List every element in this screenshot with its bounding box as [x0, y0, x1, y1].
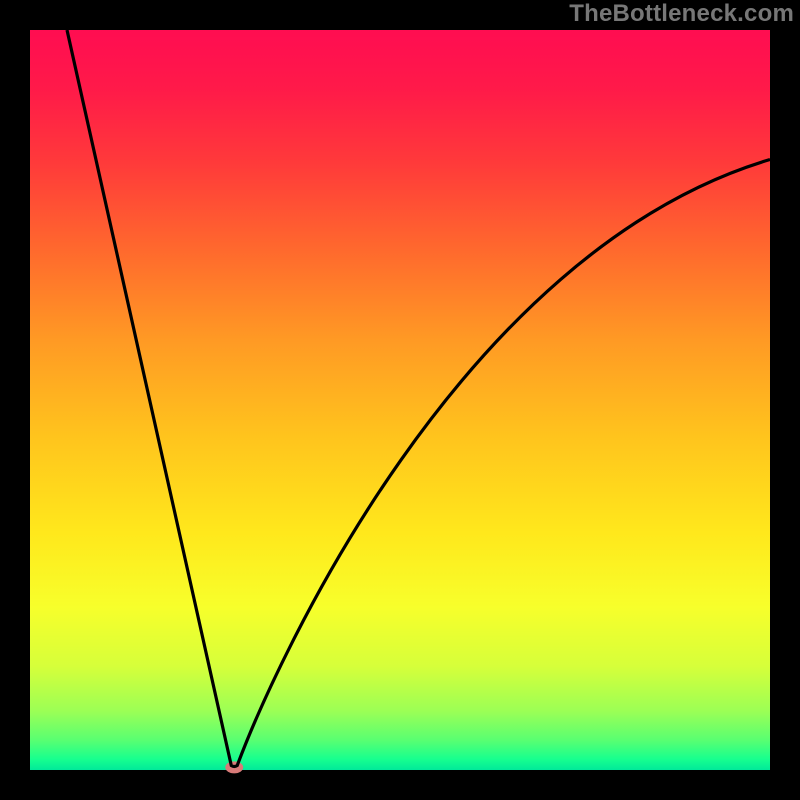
chart-container: TheBottleneck.com — [0, 0, 800, 800]
bottleneck-chart — [0, 0, 800, 800]
watermark-text: TheBottleneck.com — [569, 0, 794, 28]
chart-background-gradient — [30, 30, 770, 770]
